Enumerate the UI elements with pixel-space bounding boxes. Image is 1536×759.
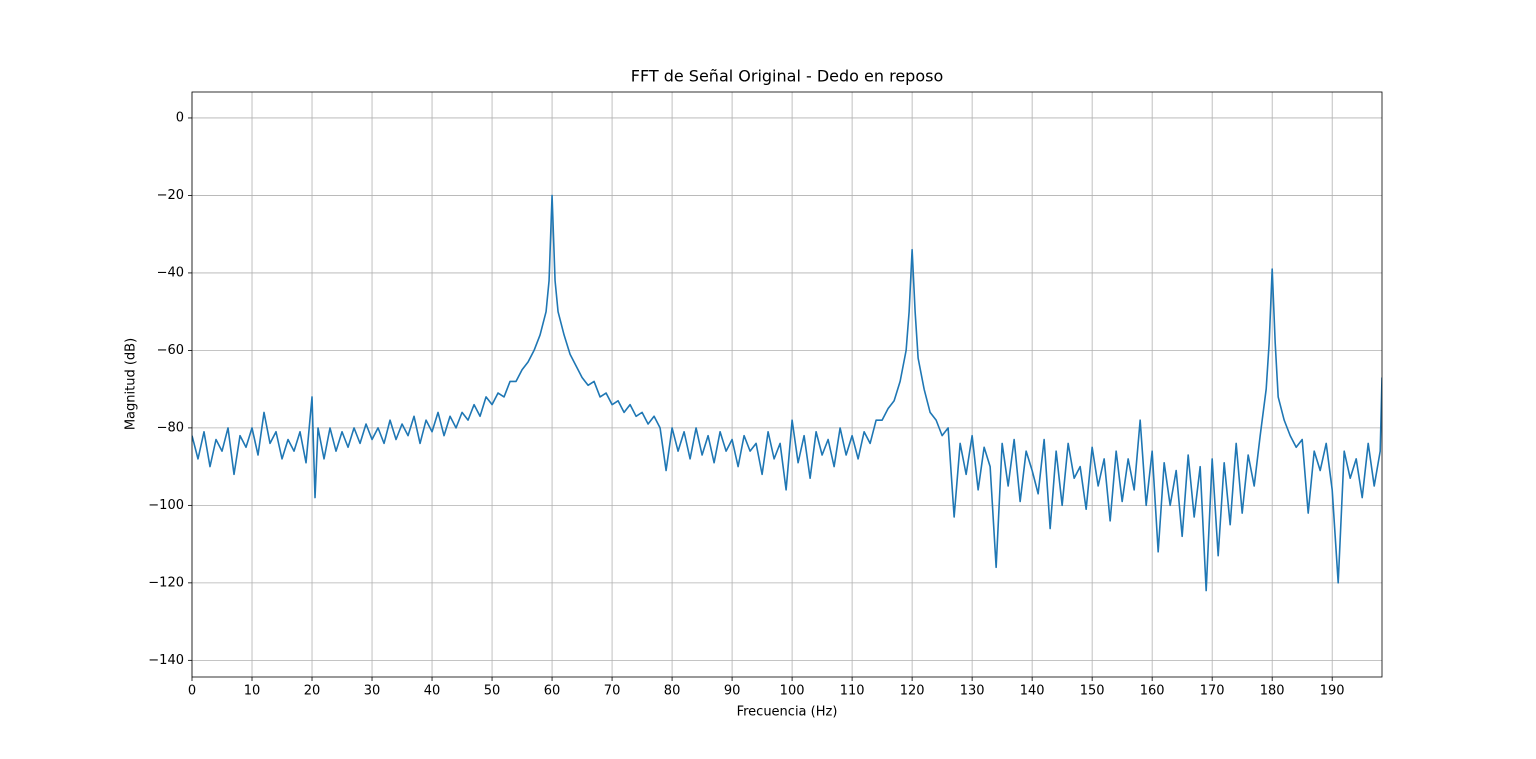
x-tick-label: 130: [960, 684, 985, 699]
x-tick-label: 70: [604, 684, 621, 699]
x-tick-label: 150: [1080, 684, 1105, 699]
x-tick-label: 60: [544, 684, 561, 699]
x-tick-label: 80: [664, 684, 681, 699]
x-tick-label: 30: [364, 684, 381, 699]
x-tick-label: 20: [304, 684, 321, 699]
y-tick-label: −20: [157, 188, 184, 203]
x-tick-label: 170: [1200, 684, 1225, 699]
x-tick-label: 110: [840, 684, 865, 699]
chart-title: FFT de Señal Original - Dedo en reposo: [631, 67, 944, 86]
x-tick-label: 190: [1320, 684, 1345, 699]
x-tick-label: 10: [244, 684, 261, 699]
x-tick-label: 50: [484, 684, 501, 699]
y-tick-label: −60: [157, 343, 184, 358]
x-tick-label: 90: [724, 684, 741, 699]
y-tick-label: −140: [148, 653, 184, 668]
y-tick-label: 0: [176, 110, 184, 125]
data-line: [192, 194, 1382, 592]
y-tick-label: −100: [148, 498, 184, 513]
y-tick-label: −120: [148, 575, 184, 590]
x-tick-label: 0: [188, 684, 196, 699]
x-tick-label: 140: [1020, 684, 1045, 699]
x-axis-label: Frecuencia (Hz): [737, 705, 838, 720]
plot: [192, 194, 1382, 592]
ticks: 0 10 20 30 40 50 60 70 80 90 100 110 120 130 140 150 160…: [148, 110, 1344, 698]
x-tick-label: 40: [424, 684, 441, 699]
x-tick-label: 160: [1140, 684, 1165, 699]
y-tick-label: −40: [157, 265, 184, 280]
x-tick-label: 100: [780, 684, 805, 699]
x-tick-label: 180: [1260, 684, 1285, 699]
y-axis-label: Magnitud (dB): [124, 338, 139, 430]
y-tick-label: −80: [157, 420, 184, 435]
x-tick-label: 120: [900, 684, 925, 699]
plot-frame: [191, 91, 1383, 678]
